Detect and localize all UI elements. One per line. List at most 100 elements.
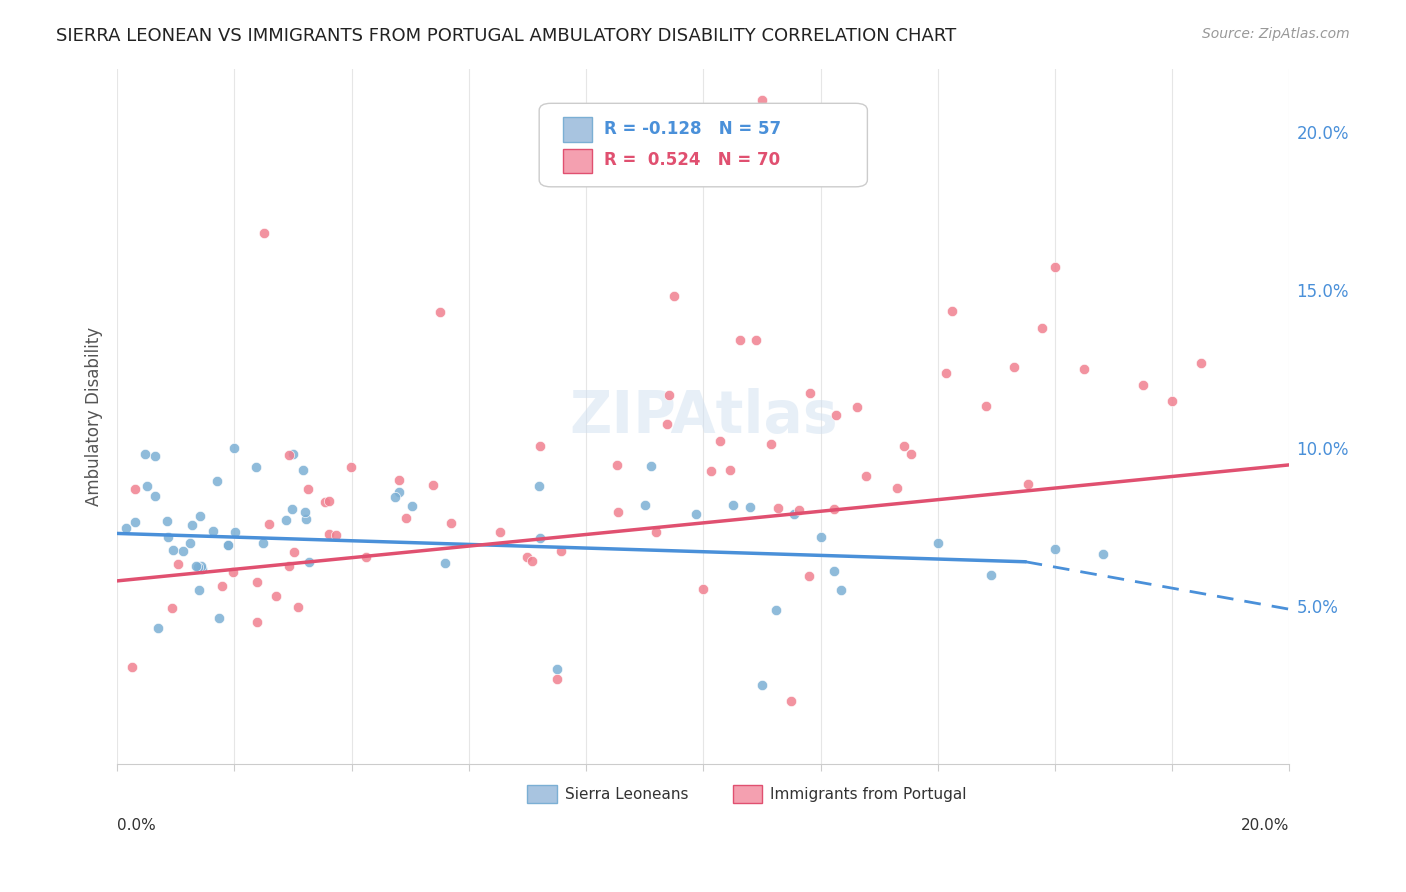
Point <box>751 678 773 692</box>
Point <box>1043 542 1066 557</box>
Point <box>276 513 298 527</box>
Point <box>167 558 190 572</box>
Point <box>252 536 274 550</box>
Point <box>634 498 657 512</box>
Point <box>718 463 741 477</box>
Point <box>934 366 956 380</box>
Point <box>318 526 340 541</box>
Point <box>529 439 551 453</box>
Point <box>224 524 246 539</box>
Point <box>283 545 305 559</box>
Point <box>384 490 406 504</box>
Point <box>810 530 832 544</box>
Point <box>162 542 184 557</box>
Point <box>190 558 212 573</box>
Text: ZIPAtlas: ZIPAtlas <box>569 388 838 445</box>
Point <box>135 479 157 493</box>
Point <box>287 599 309 614</box>
Point <box>401 499 423 513</box>
Point <box>745 333 768 347</box>
Point <box>782 507 804 521</box>
Point <box>529 531 551 545</box>
Point <box>264 590 287 604</box>
Point <box>314 495 336 509</box>
Point <box>825 409 848 423</box>
Point <box>721 498 744 512</box>
Point <box>787 503 810 517</box>
Point <box>550 544 572 558</box>
Point <box>728 334 751 348</box>
Point <box>143 489 166 503</box>
Point <box>823 565 845 579</box>
Point <box>440 516 463 531</box>
Point <box>388 473 411 487</box>
Point <box>980 567 1002 582</box>
Point <box>759 437 782 451</box>
Point <box>205 475 228 489</box>
Point <box>766 500 789 515</box>
Point <box>780 694 803 708</box>
Point <box>222 566 245 580</box>
Point <box>172 544 194 558</box>
Point <box>429 305 451 319</box>
Point <box>927 536 949 550</box>
Point <box>292 463 315 477</box>
Point <box>211 579 233 593</box>
Point <box>246 615 269 629</box>
Point <box>224 441 246 455</box>
Point <box>202 524 225 539</box>
Point <box>489 524 512 539</box>
Point <box>1132 377 1154 392</box>
Text: Immigrants from Portugal: Immigrants from Portugal <box>770 787 966 802</box>
Bar <box>562 117 592 142</box>
Text: 20.0%: 20.0% <box>1241 818 1289 833</box>
Point <box>253 226 276 240</box>
Point <box>606 458 628 472</box>
FancyBboxPatch shape <box>538 103 868 186</box>
Bar <box>733 785 762 803</box>
Text: 0.0%: 0.0% <box>117 818 156 833</box>
Point <box>1031 320 1053 334</box>
Point <box>655 417 678 432</box>
Point <box>662 289 685 303</box>
Point <box>516 549 538 564</box>
Point <box>522 554 544 568</box>
Point <box>325 528 347 542</box>
Point <box>830 582 852 597</box>
Point <box>685 508 707 522</box>
Point <box>846 400 869 414</box>
Point <box>1161 393 1184 408</box>
Point <box>188 509 211 524</box>
Point <box>546 672 568 686</box>
Point <box>208 610 231 624</box>
Point <box>124 482 146 496</box>
Point <box>1092 547 1115 561</box>
Point <box>143 449 166 463</box>
Point <box>1002 360 1025 375</box>
Point <box>121 660 143 674</box>
Point <box>155 514 177 528</box>
Point <box>941 303 963 318</box>
Point <box>184 559 207 574</box>
Point <box>295 512 318 526</box>
Bar <box>562 149 592 173</box>
Point <box>278 448 301 462</box>
Point <box>645 525 668 540</box>
Point <box>709 434 731 448</box>
Point <box>607 505 630 519</box>
Y-axis label: Ambulatory Disability: Ambulatory Disability <box>86 326 103 506</box>
Point <box>124 515 146 529</box>
Point <box>797 569 820 583</box>
Point <box>187 582 209 597</box>
Point <box>751 93 773 107</box>
Point <box>354 550 377 565</box>
Point <box>187 560 209 574</box>
Point <box>527 479 550 493</box>
Point <box>1073 362 1095 376</box>
Point <box>855 468 877 483</box>
Point <box>134 447 156 461</box>
Point <box>297 482 319 496</box>
Point <box>1191 356 1213 370</box>
Point <box>765 603 787 617</box>
Point <box>179 536 201 550</box>
